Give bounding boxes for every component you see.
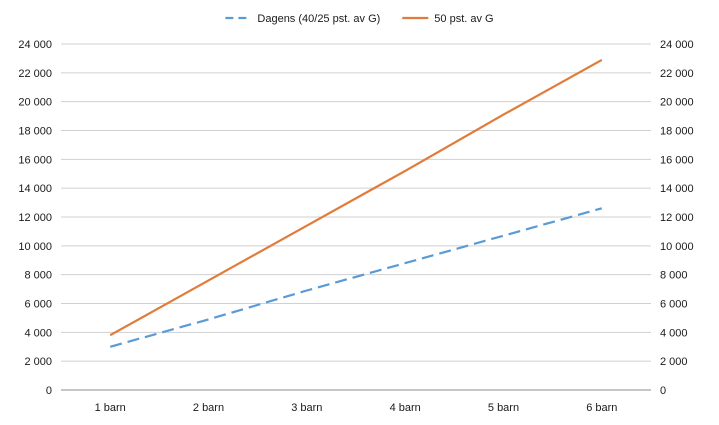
y-tick-label-right: 10 000 [660,241,694,253]
y-tick-label-right: 22 000 [660,68,694,80]
legend-label-1: Dagens (40/25 pst. av G) [257,13,380,25]
y-tick-label-right: 4 000 [660,327,688,339]
series-line-1 [109,207,603,348]
x-tick-label: 3 barn [291,402,322,414]
y-tick-label-left: 22 000 [18,68,52,80]
y-tick-label-left: 24 000 [18,39,52,51]
x-tick-label: 2 barn [193,402,224,414]
y-tick-label-right: 12 000 [660,212,694,224]
legend: Dagens (40/25 pst. av G) 50 pst. av G [225,13,494,25]
y-tick-label-right: 6 000 [660,299,688,311]
legend-label-2: 50 pst. av G [434,13,493,25]
y-tick-label-right: 8 000 [660,270,688,282]
y-tick-label-left: 0 [46,385,52,397]
x-tick-label: 6 barn [586,402,617,414]
y-tick-label-left: 16 000 [18,154,52,166]
y-tick-label-left: 8 000 [24,270,52,282]
y-tick-label-right: 16 000 [660,154,694,166]
x-tick-label: 5 barn [488,402,519,414]
x-tick-label: 1 barn [95,402,126,414]
y-tick-label-left: 4 000 [24,327,52,339]
y-tick-label-right: 20 000 [660,97,694,109]
y-tick-label-right: 24 000 [660,39,694,51]
y-tick-label-right: 0 [660,385,666,397]
y-tick-label-right: 18 000 [660,126,694,138]
x-axis: 1 barn 2 barn 3 barn 4 barn 5 barn 6 barn [95,402,618,414]
y-tick-label-right: 14 000 [660,183,694,195]
y-tick-label-left: 2 000 [24,356,52,368]
y-tick-label-left: 14 000 [18,183,52,195]
series-lines [109,58,603,348]
y-tick-label-left: 12 000 [18,212,52,224]
y-axis-right: 0 2 000 4 000 6 000 8 000 10 000 12 000 14 000 1… [660,39,694,397]
series-line-2 [109,58,603,337]
x-tick-label: 4 barn [390,402,421,414]
y-tick-label-left: 6 000 [24,299,52,311]
y-axis-left: 0 2 000 4 000 6 000 8 000 10 000 12 000 14 000 1… [18,39,52,397]
y-tick-label-left: 20 000 [18,97,52,109]
y-tick-label-left: 18 000 [18,126,52,138]
y-tick-label-left: 10 000 [18,241,52,253]
y-tick-label-right: 2 000 [660,356,688,368]
gridlines [61,43,651,391]
